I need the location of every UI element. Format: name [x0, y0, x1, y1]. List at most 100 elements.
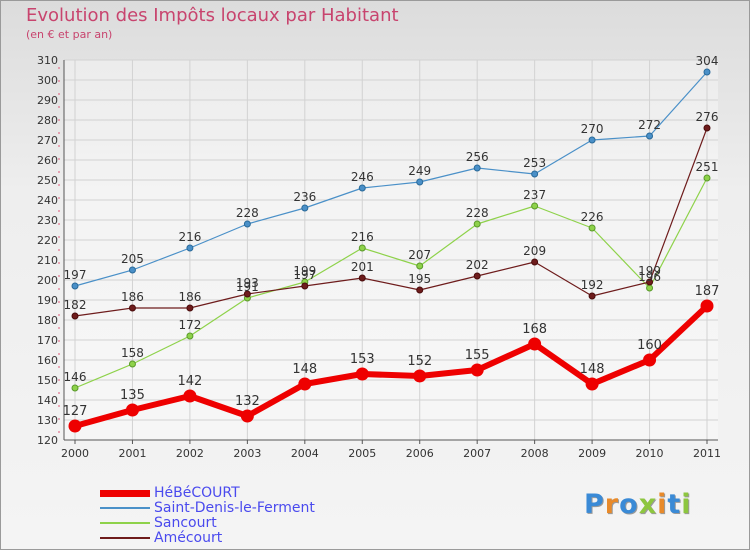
- data-label: 256: [466, 150, 489, 164]
- series-line-2: [74, 177, 708, 389]
- legend-swatch: [100, 522, 150, 524]
- data-label: 153: [350, 352, 375, 367]
- line-chart: 120 130 140 150 160 170 180 190 200 210 220 230 240 2…: [37, 54, 721, 460]
- y-tick-label: 230: [37, 214, 58, 227]
- data-point: [355, 367, 369, 381]
- data-label: 201: [351, 260, 374, 274]
- data-point: [186, 304, 194, 312]
- data-point: [358, 244, 366, 252]
- data-point: [531, 258, 539, 266]
- y-tick-label: 270: [37, 134, 58, 147]
- data-label: 272: [638, 118, 661, 132]
- logo-letter: P: [584, 489, 605, 520]
- data-label: 205: [121, 252, 144, 266]
- data-point: [358, 274, 366, 282]
- x-tick-label: 2007: [463, 447, 491, 460]
- data-label: 182: [64, 298, 87, 312]
- x-tick-label: 2005: [348, 447, 376, 460]
- y-tick-label: 130: [37, 414, 58, 427]
- data-label: 276: [696, 110, 719, 124]
- y-tick-label: 260: [37, 154, 58, 167]
- x-tick-label: 2009: [578, 447, 606, 460]
- data-label: 152: [407, 354, 432, 369]
- data-point: [646, 284, 654, 292]
- data-label: 158: [121, 346, 144, 360]
- data-point: [585, 377, 599, 391]
- data-point: [301, 282, 309, 290]
- data-point: [186, 332, 194, 340]
- data-point: [531, 170, 539, 178]
- y-tick-label: 200: [37, 274, 58, 287]
- y-tick-label: 220: [37, 234, 58, 247]
- logo-letter: o: [619, 489, 639, 520]
- data-label: 146: [64, 370, 87, 384]
- legend-label: HéBéCOURT: [154, 485, 240, 501]
- data-point: [243, 220, 251, 228]
- data-point: [643, 353, 657, 367]
- logo-letter: i: [657, 489, 668, 520]
- chart-title: Evolution des Impôts locaux par Habitant: [26, 5, 399, 26]
- legend-swatch: [100, 507, 150, 509]
- data-label: 193: [236, 276, 259, 290]
- data-label: 228: [466, 206, 489, 220]
- data-point: [243, 290, 251, 298]
- legend-swatch: [100, 489, 150, 497]
- legend-label: Amécourt: [154, 530, 223, 546]
- series-line-0: [72, 303, 710, 429]
- data-label: 226: [581, 210, 604, 224]
- data-point: [588, 224, 596, 232]
- data-point: [68, 419, 82, 433]
- x-tick-label: 2000: [61, 447, 89, 460]
- data-point: [71, 312, 79, 320]
- series-line-3: [74, 127, 708, 317]
- x-tick-label: 2008: [521, 447, 549, 460]
- data-label: 304: [696, 54, 719, 68]
- y-tick-label: 250: [37, 174, 58, 187]
- data-point: [125, 403, 139, 417]
- data-label: 236: [293, 190, 316, 204]
- x-tick-label: 2011: [693, 447, 721, 460]
- x-tick-label: 2010: [636, 447, 664, 460]
- data-label: 148: [580, 362, 605, 377]
- y-tick-label: 160: [37, 354, 58, 367]
- data-label: 196: [638, 270, 661, 284]
- series: [68, 68, 714, 433]
- data-label: 237: [523, 188, 546, 202]
- data-point: [128, 360, 136, 368]
- data-point: [703, 68, 711, 76]
- data-point: [531, 202, 539, 210]
- y-tick-label: 300: [37, 74, 58, 87]
- data-label: 216: [178, 230, 201, 244]
- data-label: 135: [120, 388, 145, 403]
- logo-letter: t: [667, 489, 682, 520]
- data-point: [416, 262, 424, 270]
- data-point: [473, 272, 481, 280]
- logo-letter: r: [604, 489, 620, 520]
- data-point: [470, 363, 484, 377]
- data-point: [700, 299, 714, 313]
- x-tick-label: 2004: [291, 447, 319, 460]
- data-label: 172: [178, 318, 201, 332]
- y-tick-label: 310: [37, 54, 58, 67]
- data-point: [646, 132, 654, 140]
- data-label: 168: [522, 322, 547, 337]
- data-label: 195: [408, 272, 431, 286]
- data-point: [413, 369, 427, 383]
- legend-swatch: [100, 537, 150, 539]
- data-point: [186, 244, 194, 252]
- y-tick-label: 170: [37, 334, 58, 347]
- axes: 120 130 140 150 160 170 180 190 200 210 220 230 240 2…: [37, 54, 721, 460]
- y-tick-label: 150: [37, 374, 58, 387]
- data-label: 251: [696, 160, 719, 174]
- legend-label: Sancourt: [154, 515, 217, 531]
- logo-letter: x: [638, 489, 658, 520]
- legend-label: Saint-Denis-le-Ferment: [154, 500, 315, 516]
- data-label: 253: [523, 156, 546, 170]
- data-point: [473, 164, 481, 172]
- data-label: 132: [235, 394, 260, 409]
- data-label: 202: [466, 258, 489, 272]
- y-tick-label: 140: [37, 394, 58, 407]
- data-point: [528, 337, 542, 351]
- data-label: 199: [293, 264, 316, 278]
